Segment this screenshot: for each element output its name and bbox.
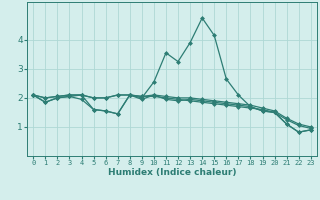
X-axis label: Humidex (Indice chaleur): Humidex (Indice chaleur) [108,168,236,177]
